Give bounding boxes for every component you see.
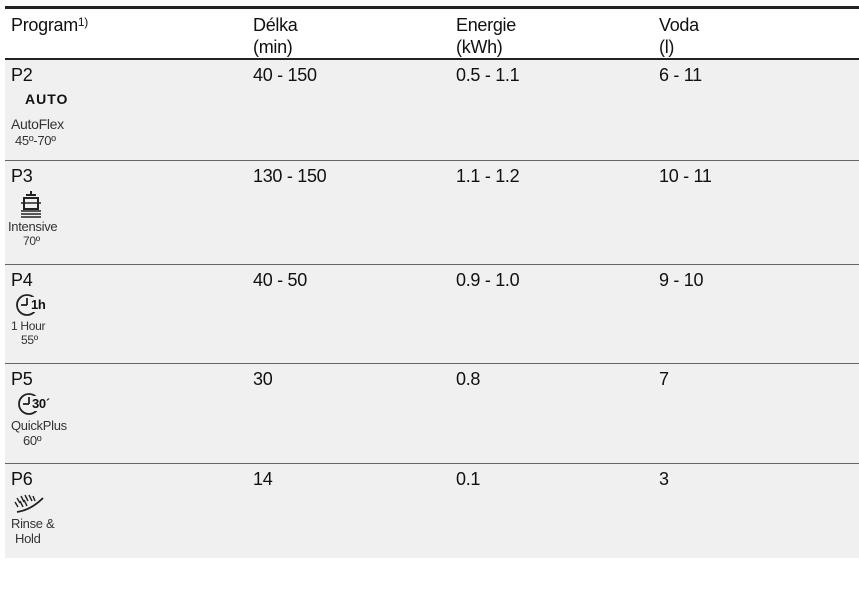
header-water-label: Voda bbox=[659, 15, 699, 35]
table-row: P6 Rinse & Hold 14 bbox=[5, 463, 859, 558]
table-row: P4 1h 1 Hour 55º 40 - 50 0.9 - 1.0 9 - 1… bbox=[5, 264, 859, 364]
program-code: P5 bbox=[11, 368, 33, 389]
program-cell: P2 AUTO AutoFlex 45º-70º bbox=[5, 59, 247, 161]
duration-cell: 14 bbox=[253, 468, 273, 489]
table-header-row: Program1) Délka (min) Energie (kWh) Voda (l… bbox=[5, 9, 859, 60]
water-cell: 10 - 11 bbox=[653, 160, 859, 265]
program-temperature: 60º bbox=[23, 432, 42, 448]
duration-cell: 40 - 150 bbox=[247, 59, 450, 161]
program-temperature: 55º bbox=[21, 332, 38, 347]
header-water: Voda (l) bbox=[653, 9, 859, 60]
water-cell: 9 - 10 bbox=[653, 264, 859, 364]
header-duration-label: Délka bbox=[253, 15, 298, 35]
energy-cell: 0.1 bbox=[456, 468, 481, 489]
auto-text-icon: AUTO bbox=[25, 91, 69, 107]
program-name: AutoFlex bbox=[11, 116, 64, 132]
table-row: P3 Intensive 70º 130 - 150 1.1 - 1.2 bbox=[5, 160, 859, 265]
program-temperature: 45º-70º bbox=[15, 133, 56, 148]
program-name: Rinse & bbox=[11, 515, 55, 531]
program-code: P3 bbox=[11, 165, 33, 186]
rinse-spray-icon bbox=[14, 494, 44, 513]
header-duration-unit: (min) bbox=[253, 37, 293, 57]
program-name: 1 Hour bbox=[11, 318, 46, 333]
duration-cell: 30 bbox=[247, 363, 450, 464]
header-water-unit: (l) bbox=[659, 37, 675, 57]
header-energy-label: Energie bbox=[456, 15, 516, 35]
duration-cell: 40 - 50 bbox=[247, 264, 450, 364]
energy-cell: 0.9 - 1.0 bbox=[450, 264, 653, 364]
water-cell: 6 - 11 bbox=[653, 59, 859, 161]
clock-1h-icon: 1h bbox=[11, 293, 241, 319]
program-name: Intensive bbox=[8, 218, 58, 234]
program-cell: P5 30´ QuickPlus 60º bbox=[5, 363, 247, 464]
energy-cell: 0.8 bbox=[450, 363, 653, 464]
header-energy: Energie (kWh) bbox=[450, 9, 653, 60]
clock-label: 30´ bbox=[31, 395, 51, 411]
header-duration: Délka (min) bbox=[247, 9, 450, 60]
header-program-footnote: 1) bbox=[77, 15, 88, 29]
energy-cell: 0.5 - 1.1 bbox=[450, 59, 653, 161]
header-program-label: Program bbox=[11, 15, 78, 35]
program-name: QuickPlus bbox=[11, 417, 67, 433]
duration-cell: 130 - 150 bbox=[247, 160, 450, 265]
program-cell: P3 Intensive 70º bbox=[5, 160, 247, 265]
program-consumption-table: Program1) Délka (min) Energie (kWh) Voda (l… bbox=[5, 9, 859, 558]
water-cell: 7 bbox=[653, 363, 859, 464]
header-energy-unit: (kWh) bbox=[456, 37, 503, 57]
program-name-line2: Hold bbox=[15, 530, 41, 546]
program-temperature: 70º bbox=[23, 233, 40, 248]
pot-icon bbox=[21, 190, 41, 218]
energy-cell: 1.1 - 1.2 bbox=[450, 160, 653, 265]
header-program: Program1) bbox=[5, 9, 247, 60]
water-cell: 3 bbox=[659, 468, 669, 489]
clock-30-icon: 30´ bbox=[11, 392, 241, 418]
program-cell: P6 Rinse & Hold bbox=[5, 463, 247, 558]
program-cell: P4 1h 1 Hour 55º bbox=[5, 264, 247, 364]
clock-label: 1h bbox=[30, 296, 47, 312]
top-rule bbox=[5, 6, 859, 9]
table-row: P5 30´ QuickPlus 60º 30 0.8 7 bbox=[5, 363, 859, 464]
program-code: P2 bbox=[11, 65, 33, 85]
table-row: P2 AUTO AutoFlex 45º-70º 40 - 150 0.5 - … bbox=[5, 59, 859, 161]
program-code: P4 bbox=[11, 269, 33, 290]
program-code: P6 bbox=[11, 468, 33, 489]
